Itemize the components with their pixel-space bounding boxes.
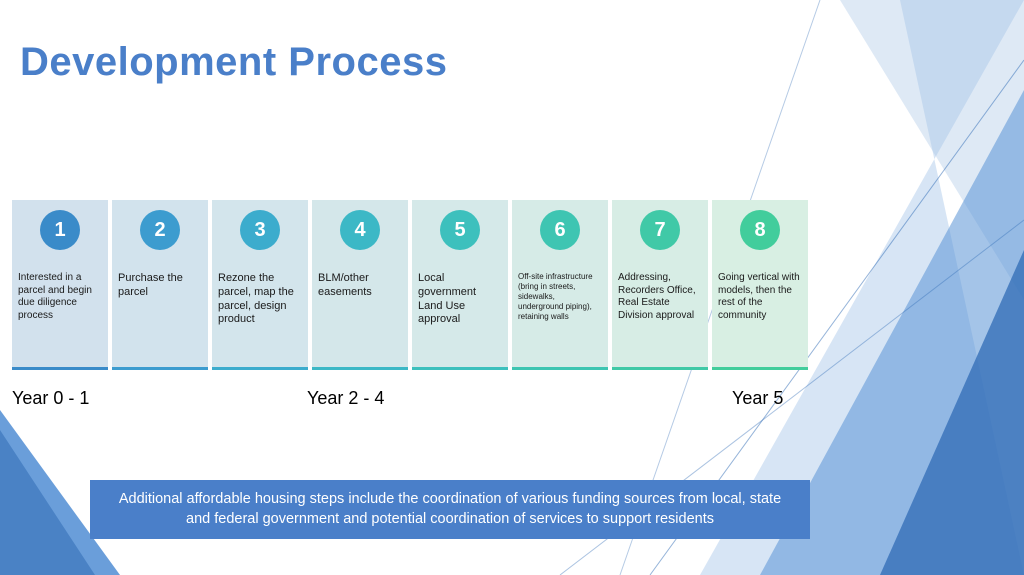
step-text: Interested in a parcel and begin due dil… [18,272,102,322]
step-text: Rezone the parcel, map the parcel, desig… [218,272,302,327]
step-number-circle: 8 [740,210,780,250]
step-1: 1 Interested in a parcel and begin due di… [12,200,108,370]
step-text: Going vertical with models, then the res… [718,272,802,322]
year-label: Year 5 [732,388,783,409]
step-text: Purchase the parcel [118,272,202,300]
step-8: 8 Going vertical with models, then the re… [712,200,808,370]
step-5: 5 Local government Land Use approval [412,200,508,370]
year-label: Year 0 - 1 [12,388,89,409]
step-text: BLM/other easements [318,272,402,300]
step-text: Addressing, Recorders Office, Real Estat… [618,272,702,322]
step-7: 7 Addressing, Recorders Office, Real Esta… [612,200,708,370]
step-number-circle: 5 [440,210,480,250]
step-number-circle: 1 [40,210,80,250]
step-number-circle: 2 [140,210,180,250]
step-3: 3 Rezone the parcel, map the parcel, desi… [212,200,308,370]
steps-row: 1 Interested in a parcel and begin due di… [12,200,808,370]
step-4: 4 BLM/other easements [312,200,408,370]
step-text: Local government Land Use approval [418,272,502,327]
step-number-circle: 6 [540,210,580,250]
page-title: Development Process [20,40,447,85]
step-6: 6 Off-site infrastructure (bring in stree… [512,200,608,370]
callout-box: Additional affordable housing steps incl… [90,480,810,539]
step-text: Off-site infrastructure (bring in street… [518,272,602,322]
step-number-circle: 7 [640,210,680,250]
step-2: 2 Purchase the parcel [112,200,208,370]
year-label: Year 2 - 4 [307,388,384,409]
step-number-circle: 3 [240,210,280,250]
callout-text: Additional affordable housing steps incl… [119,491,781,527]
step-number-circle: 4 [340,210,380,250]
